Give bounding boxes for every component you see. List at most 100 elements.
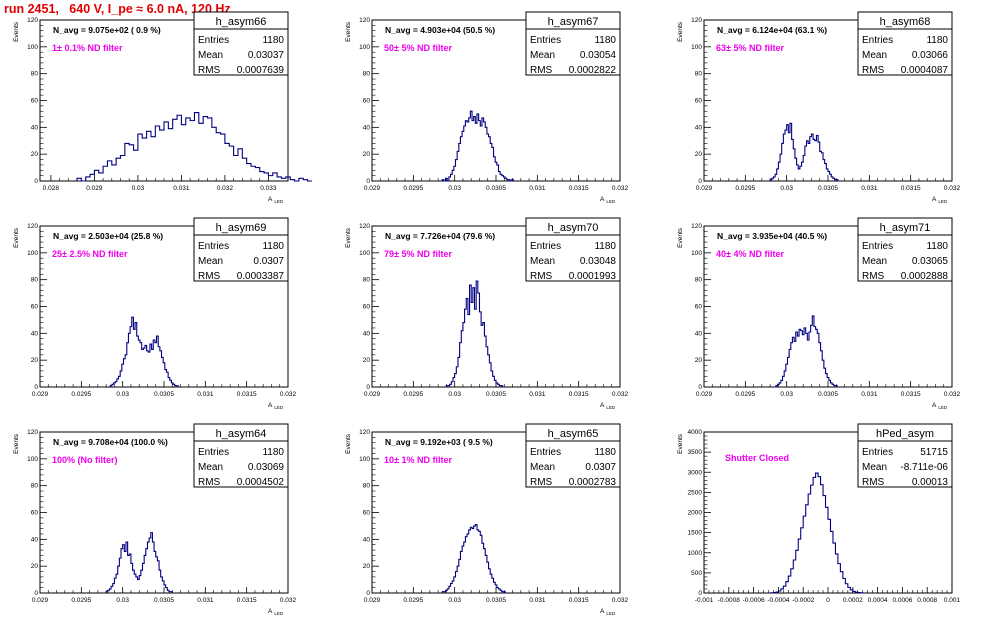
- stats-label: Mean: [862, 50, 887, 61]
- x-tick-label: 0.0315: [901, 391, 921, 398]
- x-tick-label: 0.0002: [843, 597, 863, 604]
- stats-value: 0.0004502: [237, 477, 285, 488]
- y-axis-label: Events: [677, 433, 684, 454]
- stats-box: [525, 423, 621, 488]
- stats-value: 1180: [262, 241, 284, 252]
- y-tick-label: 40: [31, 536, 39, 543]
- x-tick-label: 0.0305: [486, 597, 506, 604]
- x-tick-label: 0.001: [944, 597, 961, 604]
- x-tick-label: 0.0305: [154, 391, 174, 398]
- histogram-panel-h_asym64: 0 20 40 60 80 100 120 0.029 0.0295 0.03 0.0305 0.03…: [13, 423, 297, 616]
- stats-label: Entries: [862, 35, 893, 46]
- y-tick-label: 80: [31, 71, 39, 78]
- stats-label: Mean: [862, 462, 887, 473]
- y-tick-label: 120: [27, 223, 38, 230]
- x-axis-label-sub: LED: [274, 405, 284, 410]
- x-tick-label: -0.0002: [792, 597, 814, 604]
- stats-title: hPed_asym: [876, 428, 934, 440]
- stats-value: 0.0004087: [901, 65, 949, 76]
- x-tick-label: 0: [826, 597, 830, 604]
- y-tick-label: 20: [363, 151, 371, 158]
- x-tick-label: 0.0305: [818, 391, 838, 398]
- histogram-panel-h_asym67: 0 20 40 60 80 100 120 0.029 0.0295 0.03 0.0305 0.03…: [345, 11, 629, 204]
- y-tick-label: 60: [31, 510, 39, 517]
- y-tick-label: 0: [34, 590, 38, 597]
- y-tick-label: 80: [695, 277, 703, 284]
- stats-box: [857, 217, 953, 282]
- y-tick-label: 60: [31, 304, 39, 311]
- stats-value: 0.0003387: [237, 271, 285, 282]
- y-tick-label: 80: [695, 71, 703, 78]
- stats-label: Entries: [862, 241, 893, 252]
- stats-box: [193, 217, 289, 282]
- x-tick-label: 0.032: [612, 391, 629, 398]
- filter-label: 10± 1% ND filter: [384, 455, 452, 465]
- x-tick-label: 0.03: [448, 391, 461, 398]
- x-tick-label: 0.032: [612, 597, 629, 604]
- x-tick-label: 0.0295: [403, 391, 423, 398]
- stats-label: Mean: [530, 462, 555, 473]
- navg-text: N_avg = 9.075e+02 ( 0.9 %): [53, 25, 161, 35]
- x-tick-label: 0.0295: [403, 185, 423, 192]
- stats-title: h_asym68: [880, 16, 931, 28]
- x-tick-label: 0.0315: [237, 391, 257, 398]
- stats-label: Entries: [530, 447, 561, 458]
- x-tick-label: 0.0295: [71, 597, 91, 604]
- stats-label: Entries: [530, 35, 561, 46]
- filter-label: 50± 5% ND filter: [384, 43, 452, 53]
- x-tick-label: 0.029: [364, 597, 381, 604]
- stats-label: RMS: [862, 477, 885, 488]
- y-tick-label: 100: [691, 250, 702, 257]
- x-axis-label-sub: LED: [606, 405, 616, 410]
- stats-label: Entries: [198, 241, 229, 252]
- y-tick-label: 40: [363, 124, 371, 131]
- x-tick-label: 0.0305: [818, 185, 838, 192]
- x-tick-label: 0.031: [861, 185, 878, 192]
- stats-box: [525, 11, 621, 76]
- x-tick-label: 0.03: [780, 185, 793, 192]
- x-tick-label: 0.0006: [892, 597, 912, 604]
- stats-title: h_asym66: [216, 16, 267, 28]
- x-tick-label: 0.031: [861, 391, 878, 398]
- y-tick-label: 100: [359, 44, 370, 51]
- stats-label: RMS: [198, 477, 221, 488]
- y-tick-label: 3500: [688, 449, 703, 456]
- y-tick-label: 120: [359, 223, 370, 230]
- y-tick-label: 120: [27, 429, 38, 436]
- y-tick-label: 2500: [688, 489, 703, 496]
- x-tick-label: 0.032: [612, 185, 629, 192]
- x-tick-label: 0.0305: [154, 597, 174, 604]
- stats-label: RMS: [862, 65, 885, 76]
- navg-text: N_avg = 6.124e+04 (63.1 %): [717, 25, 827, 35]
- y-tick-label: 2000: [688, 510, 703, 517]
- y-tick-label: 1500: [688, 530, 703, 537]
- x-axis-label-sub: LED: [938, 199, 948, 204]
- x-tick-label: 0.03: [448, 185, 461, 192]
- stats-value: 0.03065: [912, 256, 949, 267]
- y-tick-label: 20: [695, 357, 703, 364]
- y-axis-label: Events: [13, 21, 20, 42]
- histogram-line: [76, 112, 312, 182]
- stats-title: h_asym69: [216, 222, 267, 234]
- stats-value: 0.0307: [253, 256, 284, 267]
- y-tick-label: 0: [698, 590, 702, 597]
- y-tick-label: 20: [363, 563, 371, 570]
- stats-value: 0.03069: [248, 462, 285, 473]
- stats-title: h_asym65: [548, 428, 599, 440]
- y-tick-label: 0: [698, 178, 702, 185]
- x-tick-label: 0.029: [32, 391, 49, 398]
- x-tick-label: -0.001: [695, 597, 714, 604]
- histogram-panel-h_asym68: 0 20 40 60 80 100 120 0.029 0.0295 0.03 0.0305 0.03…: [677, 11, 961, 204]
- y-tick-label: 20: [363, 357, 371, 364]
- x-axis-label-sub: LED: [606, 611, 616, 616]
- x-axis-label: A LED: [600, 608, 616, 616]
- x-axis-label: A LED: [932, 196, 948, 204]
- x-tick-label: 0.031: [173, 185, 190, 192]
- x-tick-label: 0.029: [86, 185, 103, 192]
- y-axis-label: Events: [345, 227, 352, 248]
- x-tick-label: 0.029: [696, 185, 713, 192]
- stats-label: RMS: [530, 65, 553, 76]
- histogram-panel-h_asym70: 0 20 40 60 80 100 120 0.029 0.0295 0.03 0.0305 0.03…: [345, 217, 629, 410]
- y-tick-label: 120: [359, 17, 370, 24]
